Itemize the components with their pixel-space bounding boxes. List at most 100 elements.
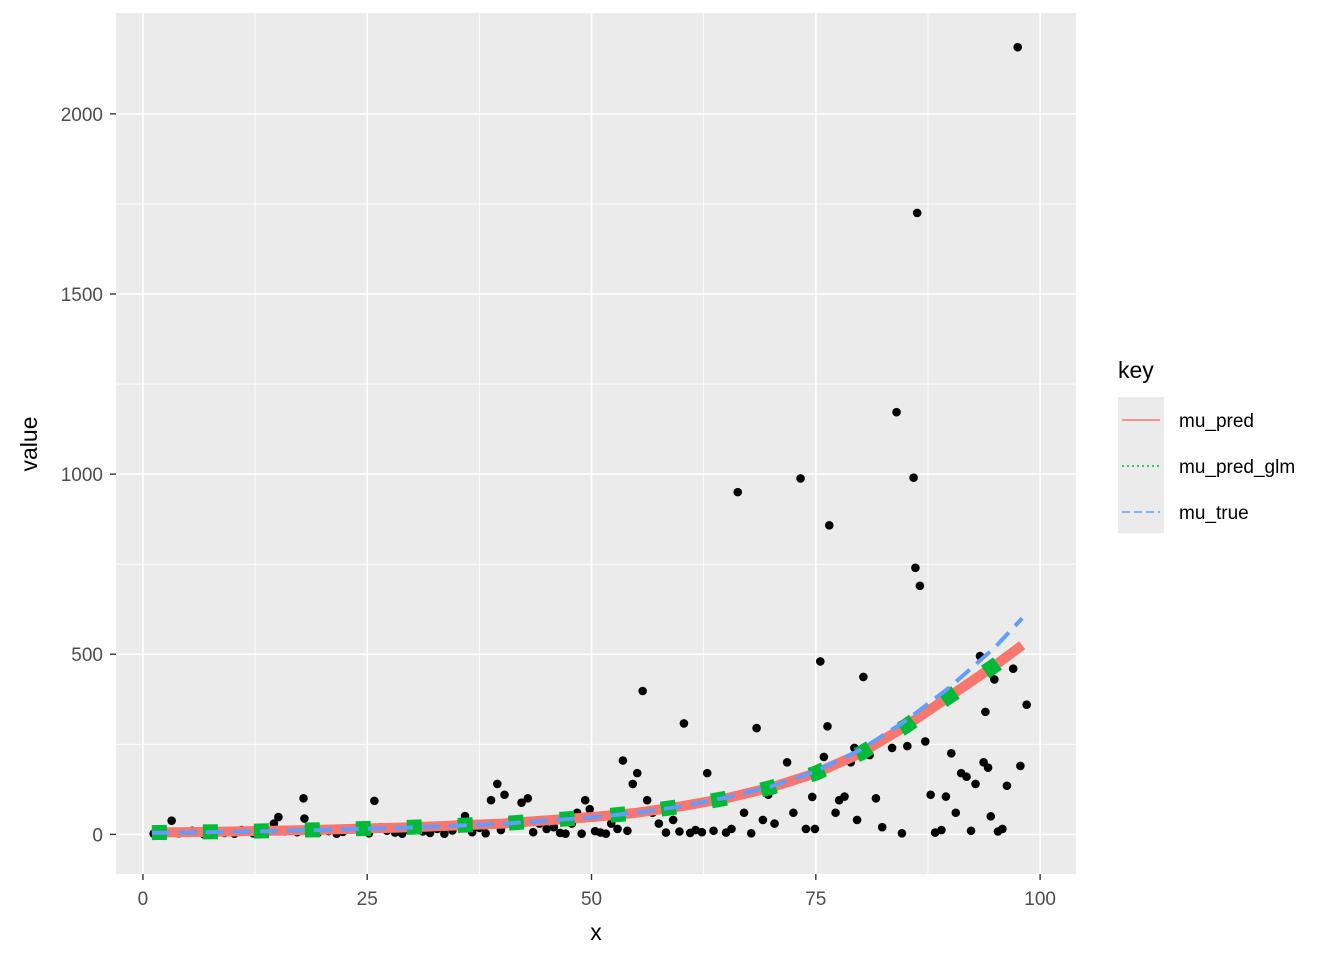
x-axis-title: x — [590, 919, 602, 945]
panel-background — [116, 13, 1076, 874]
data-point — [500, 790, 509, 800]
legend-label-mu_pred_glm: mu_pred_glm — [1179, 457, 1295, 478]
data-point — [632, 768, 642, 778]
data-point — [897, 828, 907, 838]
data-point — [815, 657, 825, 666]
data-point — [577, 829, 586, 838]
fit-lines — [151, 616, 1027, 841]
x-tick-label: 100 — [1024, 889, 1056, 910]
legend-label-mu_pred: mu_pred — [1179, 411, 1254, 432]
data-point — [675, 827, 684, 836]
y-tick-label: 0 — [92, 825, 103, 846]
data-point — [758, 815, 768, 825]
data-point — [926, 790, 935, 800]
y-tick-label: 500 — [71, 645, 103, 666]
data-point — [937, 825, 946, 835]
data-point — [770, 819, 779, 828]
data-point — [946, 749, 956, 758]
data-point — [654, 819, 664, 828]
scatter-points — [149, 42, 1031, 839]
data-point — [903, 741, 912, 751]
data-point — [167, 816, 176, 825]
data-point — [998, 824, 1007, 834]
data-point — [580, 795, 590, 805]
series-line-mu_pred_glm — [151, 639, 1027, 841]
data-point — [727, 824, 736, 834]
data-point — [909, 473, 918, 483]
data-point — [819, 752, 829, 762]
data-point — [920, 737, 930, 746]
data-point — [892, 407, 901, 417]
data-point — [517, 798, 526, 807]
data-point — [628, 779, 638, 789]
data-point — [746, 828, 756, 838]
data-point — [871, 794, 881, 803]
data-point — [981, 707, 990, 717]
data-point — [801, 824, 811, 834]
data-point — [990, 675, 999, 684]
data-point — [887, 743, 897, 753]
data-point — [668, 815, 678, 825]
data-point — [789, 808, 798, 818]
data-point — [852, 815, 862, 825]
data-point — [733, 487, 743, 497]
data-point — [1002, 781, 1012, 791]
data-point — [1022, 700, 1031, 709]
data-point — [1013, 42, 1022, 52]
data-point — [796, 474, 805, 483]
data-point — [679, 719, 689, 728]
data-point — [542, 824, 551, 834]
data-point — [493, 779, 502, 789]
y-tick-label: 1500 — [61, 285, 103, 306]
data-point — [877, 822, 887, 832]
data-point — [1008, 664, 1018, 673]
data-point — [642, 795, 652, 805]
data-point — [810, 824, 820, 834]
x-tick-label: 50 — [581, 889, 602, 910]
data-point — [739, 808, 749, 818]
data-point — [440, 829, 449, 838]
data-point — [661, 828, 671, 837]
data-point — [807, 792, 817, 802]
data-point — [618, 756, 628, 765]
data-point — [561, 829, 570, 838]
data-point — [299, 794, 308, 803]
y-tick-label: 2000 — [61, 105, 103, 126]
data-point — [613, 824, 622, 834]
data-point — [983, 763, 993, 773]
data-point — [300, 814, 309, 823]
data-point — [782, 758, 792, 767]
data-point — [702, 768, 712, 778]
minor-gridlines — [116, 13, 1076, 874]
legend-title: key — [1118, 357, 1154, 383]
data-point — [911, 563, 920, 573]
data-point — [962, 772, 971, 782]
y-axis-title: value — [16, 417, 42, 472]
data-point — [697, 827, 707, 837]
data-point — [831, 808, 840, 818]
x-tick-label: 25 — [357, 889, 378, 910]
data-point — [951, 808, 961, 818]
data-point — [549, 822, 559, 832]
data-point — [840, 792, 849, 801]
data-point — [859, 672, 868, 682]
data-point — [601, 829, 611, 838]
data-point — [638, 686, 647, 696]
data-point — [823, 721, 832, 731]
data-point — [623, 826, 632, 836]
data-point — [481, 828, 490, 838]
data-point — [986, 812, 996, 821]
x-tick-label: 0 — [138, 889, 149, 910]
data-point — [585, 804, 595, 814]
legend: key mu_pred mu_pred_glm mu_true — [1118, 357, 1295, 533]
legend-label-mu_true: mu_true — [1179, 503, 1249, 524]
data-point — [966, 826, 976, 836]
data-point — [523, 794, 533, 803]
data-point — [915, 581, 925, 591]
y-tick-label: 1000 — [61, 465, 103, 486]
data-point — [709, 826, 718, 836]
data-point — [824, 520, 834, 530]
data-point — [752, 723, 761, 733]
